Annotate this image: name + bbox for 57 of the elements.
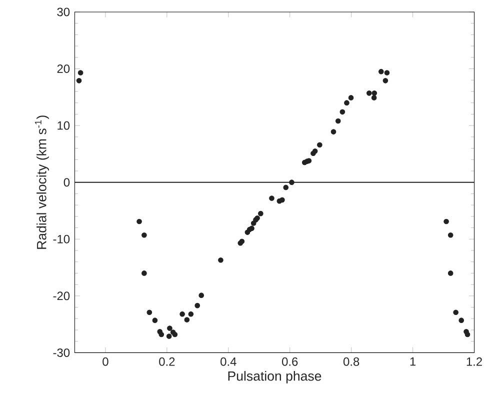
point xyxy=(218,258,224,264)
x-tick-label: 0.2 xyxy=(159,358,175,366)
x-tick-label: 1 xyxy=(410,358,416,366)
point xyxy=(280,198,285,203)
x-tick-label: 0.4 xyxy=(220,358,236,366)
y-tick-label: -10 xyxy=(53,235,70,244)
y-tick-label: -20 xyxy=(53,292,70,300)
point xyxy=(335,118,341,124)
point xyxy=(464,332,470,338)
point xyxy=(458,318,464,324)
y-tick-label: 0 xyxy=(64,178,70,187)
point xyxy=(289,180,294,186)
point xyxy=(444,219,449,224)
y-tick-label: -30 xyxy=(53,348,70,358)
point xyxy=(146,310,152,316)
point xyxy=(283,185,289,190)
point xyxy=(152,318,158,324)
point xyxy=(249,226,254,232)
y-tick-label: 30 xyxy=(57,8,70,16)
point xyxy=(188,312,194,317)
point xyxy=(76,78,82,84)
point xyxy=(172,332,178,338)
point xyxy=(448,270,454,276)
point xyxy=(136,219,142,224)
point xyxy=(269,196,274,202)
point xyxy=(371,95,377,101)
x-tick-label: 0 xyxy=(102,358,108,366)
point xyxy=(167,326,172,332)
point xyxy=(344,100,350,106)
point xyxy=(378,69,384,74)
point xyxy=(78,70,84,76)
point xyxy=(258,211,264,216)
point xyxy=(382,78,388,84)
point xyxy=(194,303,200,308)
x-tick-label: 1.2 xyxy=(466,358,482,366)
point xyxy=(340,109,346,115)
point xyxy=(330,129,336,135)
point xyxy=(198,292,204,298)
point xyxy=(142,232,147,238)
x-axis-title: Pulsation phase xyxy=(228,371,322,384)
y-tick-label: 10 xyxy=(58,122,70,130)
point xyxy=(384,70,390,76)
y-tick-label: 20 xyxy=(57,64,70,74)
point xyxy=(312,148,318,154)
point xyxy=(366,90,372,96)
x-tick-label: 0.6 xyxy=(282,358,298,366)
point xyxy=(317,142,322,148)
point xyxy=(184,317,190,323)
x-tick-label: 0.8 xyxy=(343,358,360,366)
y-axis-title: Radial velocity (km s$^{-1}$) xyxy=(34,116,49,250)
point xyxy=(448,232,454,238)
point xyxy=(166,334,172,340)
point xyxy=(348,95,354,101)
point xyxy=(142,270,147,276)
point xyxy=(180,312,185,317)
point xyxy=(453,310,458,316)
point xyxy=(158,332,164,338)
